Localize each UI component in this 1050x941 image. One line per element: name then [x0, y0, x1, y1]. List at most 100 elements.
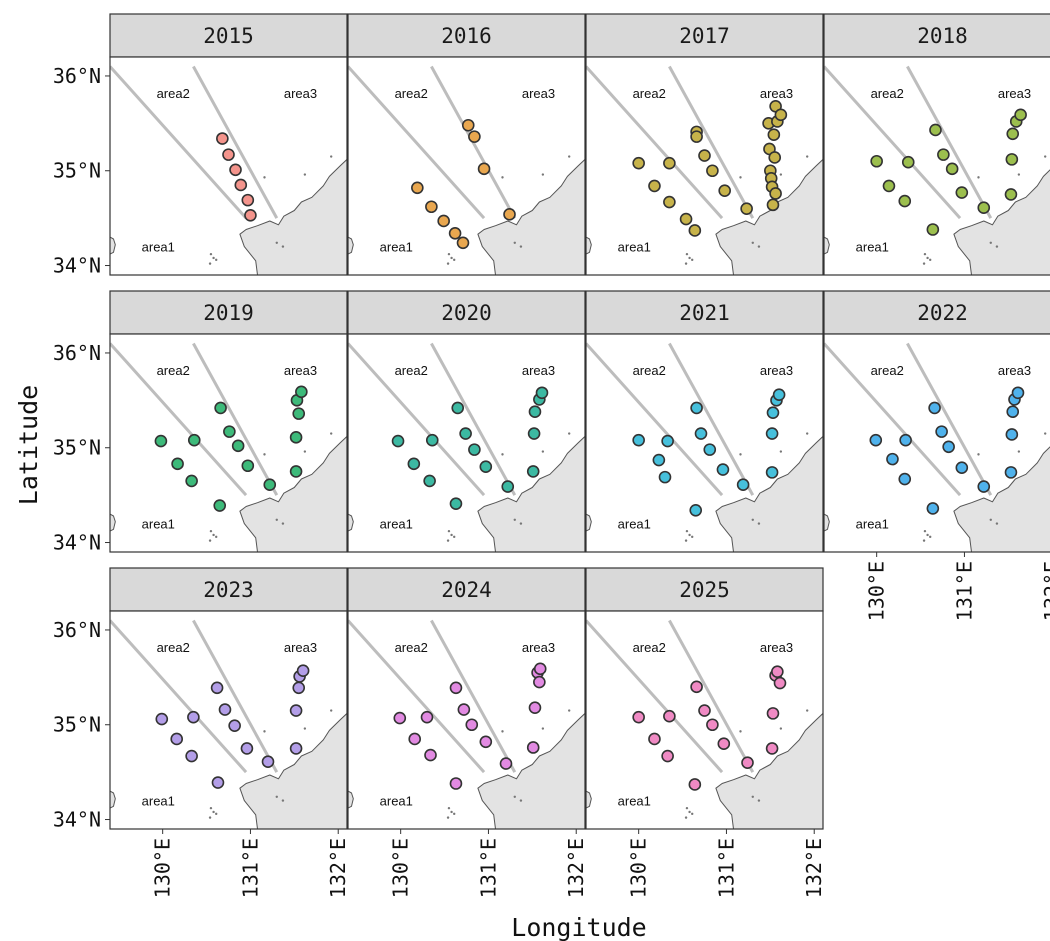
panel-border: [109, 610, 348, 830]
area-1-label: area1: [380, 517, 413, 532]
area-1-label: area1: [142, 240, 175, 255]
data-point: [926, 223, 940, 236]
islet: [446, 262, 450, 265]
area-2-label: area2: [157, 363, 190, 378]
facet-panel: 2020 area1 area2 area3: [347, 290, 586, 553]
data-point: [261, 755, 275, 769]
data-point: [769, 187, 782, 200]
islet: [453, 812, 456, 816]
islet: [212, 533, 215, 537]
facet-panel: 2025 area1 area2 area3: [585, 567, 824, 830]
data-point: [718, 184, 731, 197]
data-point: [688, 778, 702, 791]
islet: [447, 529, 451, 533]
area-boundary-line: [110, 65, 248, 220]
plot-area: area1 area2 area3: [586, 611, 823, 829]
area-boundary-line: [192, 342, 279, 496]
x-tick-label: 131°E: [476, 838, 500, 898]
islet: [1044, 432, 1047, 435]
data-point: [869, 433, 883, 447]
area-3-label: area3: [522, 363, 555, 378]
data-point: [461, 118, 475, 132]
facet-panel: 2016 area1 area2 area3: [347, 13, 586, 276]
data-point: [296, 664, 310, 678]
honshu-coast: [477, 712, 585, 829]
y-tick-label: 36°N: [53, 64, 101, 88]
area-boundary-line: [348, 65, 486, 220]
plot-area: area1 area2 area3: [824, 57, 1050, 275]
data-point: [289, 704, 303, 717]
data-point: [977, 201, 991, 215]
islet: [450, 533, 453, 537]
data-point: [648, 179, 661, 193]
data-point: [716, 463, 730, 476]
islet: [330, 432, 333, 435]
facet-panel: 2021 area1 area2 area3: [585, 290, 824, 553]
data-point: [766, 707, 780, 720]
plot-area: area1 area2 area3: [110, 57, 347, 275]
y-tick-label: 34°N: [53, 808, 101, 832]
data-point: [289, 431, 303, 444]
data-point: [882, 179, 896, 193]
islet: [453, 535, 456, 539]
data-point: [171, 457, 184, 471]
data-point: [698, 149, 711, 162]
islet: [263, 453, 266, 456]
facet-strip: [109, 290, 348, 335]
data-point: [765, 466, 779, 479]
islet: [989, 241, 992, 244]
islet: [513, 795, 516, 798]
data-point: [533, 662, 547, 676]
data-point: [535, 386, 549, 400]
facet-panel: 2024 area1 area2 area3: [347, 567, 586, 830]
data-point: [740, 202, 753, 215]
kyushu-coast: [348, 513, 354, 532]
islet: [923, 252, 927, 256]
data-point: [533, 675, 546, 689]
data-point: [468, 130, 481, 143]
area-boundary-line: [586, 65, 724, 220]
islet: [450, 810, 453, 814]
data-point: [765, 427, 779, 440]
panel-border: [109, 56, 348, 276]
data-point: [185, 749, 198, 763]
facet-title: 2025: [679, 578, 730, 602]
data-point: [694, 427, 708, 440]
islet: [806, 432, 809, 435]
data-point: [241, 459, 255, 473]
x-tick-label: 131°E: [714, 838, 738, 898]
panel-border: [585, 333, 824, 553]
data-point: [663, 195, 676, 209]
facet-title: 2024: [441, 578, 492, 602]
islet: [519, 245, 523, 248]
data-point: [456, 236, 470, 250]
islet: [757, 799, 761, 802]
data-point: [698, 704, 711, 717]
facet-panel: 2022 area1 area2 area3: [823, 290, 1050, 553]
panel-border: [823, 56, 1050, 276]
islet: [977, 176, 980, 179]
data-point: [393, 711, 407, 725]
area-3-label: area3: [998, 86, 1031, 101]
data-point: [425, 200, 438, 214]
x-tick-label: 130°E: [865, 561, 889, 621]
facet-title: 2021: [679, 301, 730, 325]
area-3-label: area3: [522, 640, 555, 655]
data-point: [1004, 188, 1018, 201]
islet: [806, 709, 809, 712]
islet: [513, 518, 516, 521]
facet-title: 2018: [917, 24, 968, 48]
area-boundary-line: [824, 342, 962, 497]
area-3-label: area3: [284, 363, 317, 378]
area-3-label: area3: [760, 363, 793, 378]
data-point: [1005, 153, 1019, 166]
data-point: [437, 214, 450, 228]
data-point: [870, 154, 883, 168]
data-point: [240, 742, 254, 755]
data-point: [229, 163, 242, 177]
data-point: [898, 472, 912, 486]
data-point: [218, 703, 232, 716]
data-point: [942, 440, 955, 454]
islet: [330, 155, 333, 158]
